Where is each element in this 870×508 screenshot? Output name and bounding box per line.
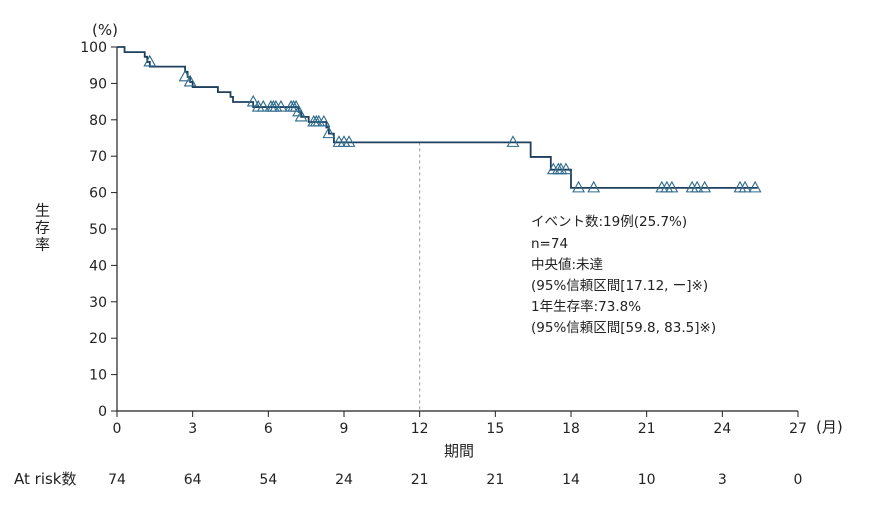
annotation-1yr-survival: 1年生存率:73.8% [531,298,641,315]
at-risk-count: 10 [638,472,656,488]
x-axis-label: 期間 [444,442,474,460]
censor-marker [274,99,288,112]
annotation-events: イベント数:19例(25.7%) [531,214,687,230]
censor-marker [690,180,704,193]
censor-marker [294,109,308,122]
at-risk-count: 74 [108,472,126,488]
y-unit-label: (%) [92,21,118,39]
censor-marker [587,180,601,193]
censor-marker [256,99,270,112]
y-tick-label: 10 [89,368,107,384]
censor-marker [317,114,331,127]
at-risk-count: 64 [184,472,202,488]
censor-marker [322,126,336,139]
x-tick-label: 12 [411,421,429,437]
censor-marker [748,180,762,193]
censor-marker [178,69,192,82]
annotation-n: n=74 [531,236,568,252]
censor-marker [506,135,520,147]
y-tick-label: 80 [89,113,107,129]
censor-marker [559,162,573,175]
annotation-median-ci: (95%信頼区間[17.12, ー]※) [531,278,708,294]
censor-marker [183,74,197,87]
at-risk-count: 0 [794,472,803,488]
y-tick-label: 30 [89,295,107,311]
y-tick-label: 40 [89,258,107,274]
survival-curve-group [117,46,758,189]
x-tick-label: 27 [789,421,807,437]
y-tick-label: 50 [89,222,107,238]
x-tick-label: 6 [264,421,273,437]
at-risk-count: 54 [259,472,277,488]
x-tick-label: 15 [486,421,504,437]
y-tick-label: 0 [98,404,107,420]
censor-marker [572,180,585,193]
at-risk-count: 14 [562,472,580,488]
at-risk-row: 74 64 54 24 21 21 14 10 3 0 [108,472,802,488]
at-risk-count: 3 [718,472,727,488]
annotation-box: イベント数:19例(25.7%) n=74 中央値:未達 (95%信頼区間[17… [531,214,716,336]
at-risk-count: 21 [486,472,504,488]
censor-marker [665,180,679,193]
x-tick-label: 24 [713,421,731,437]
censor-marker [698,180,712,193]
y-axis-label: 生存率 [33,203,51,254]
x-tick-label: 3 [188,421,197,437]
y-tick-label: 70 [89,149,107,165]
annotation-median: 中央値:未達 [531,257,604,273]
censor-marker [143,54,157,67]
at-risk-count: 24 [335,472,353,488]
y-tick-label: 60 [89,186,107,202]
at-risk-count: 21 [411,472,429,488]
y-tick-label: 90 [89,76,107,92]
censor-markers-group [143,54,762,193]
x-tick-label: 18 [562,421,580,437]
axes: 0 10 20 30 40 50 60 70 80 90 100 0 3 6 9 12 15 18 21 24 27 [80,40,807,437]
censor-marker [342,135,356,147]
annotation-1yr-ci: (95%信頼区間[59.8, 83.5]※) [531,320,716,336]
x-unit-label: (月) [816,418,843,436]
x-tick-label: 0 [113,421,122,437]
x-tick-label: 21 [638,421,656,437]
censor-marker [246,94,260,107]
at-risk-label: At risk数 [14,470,76,488]
censor-marker [738,180,752,193]
y-tick-label: 100 [80,40,107,56]
y-tick-label: 20 [89,331,107,347]
survival-curve [117,46,758,189]
x-tick-label: 9 [340,421,349,437]
